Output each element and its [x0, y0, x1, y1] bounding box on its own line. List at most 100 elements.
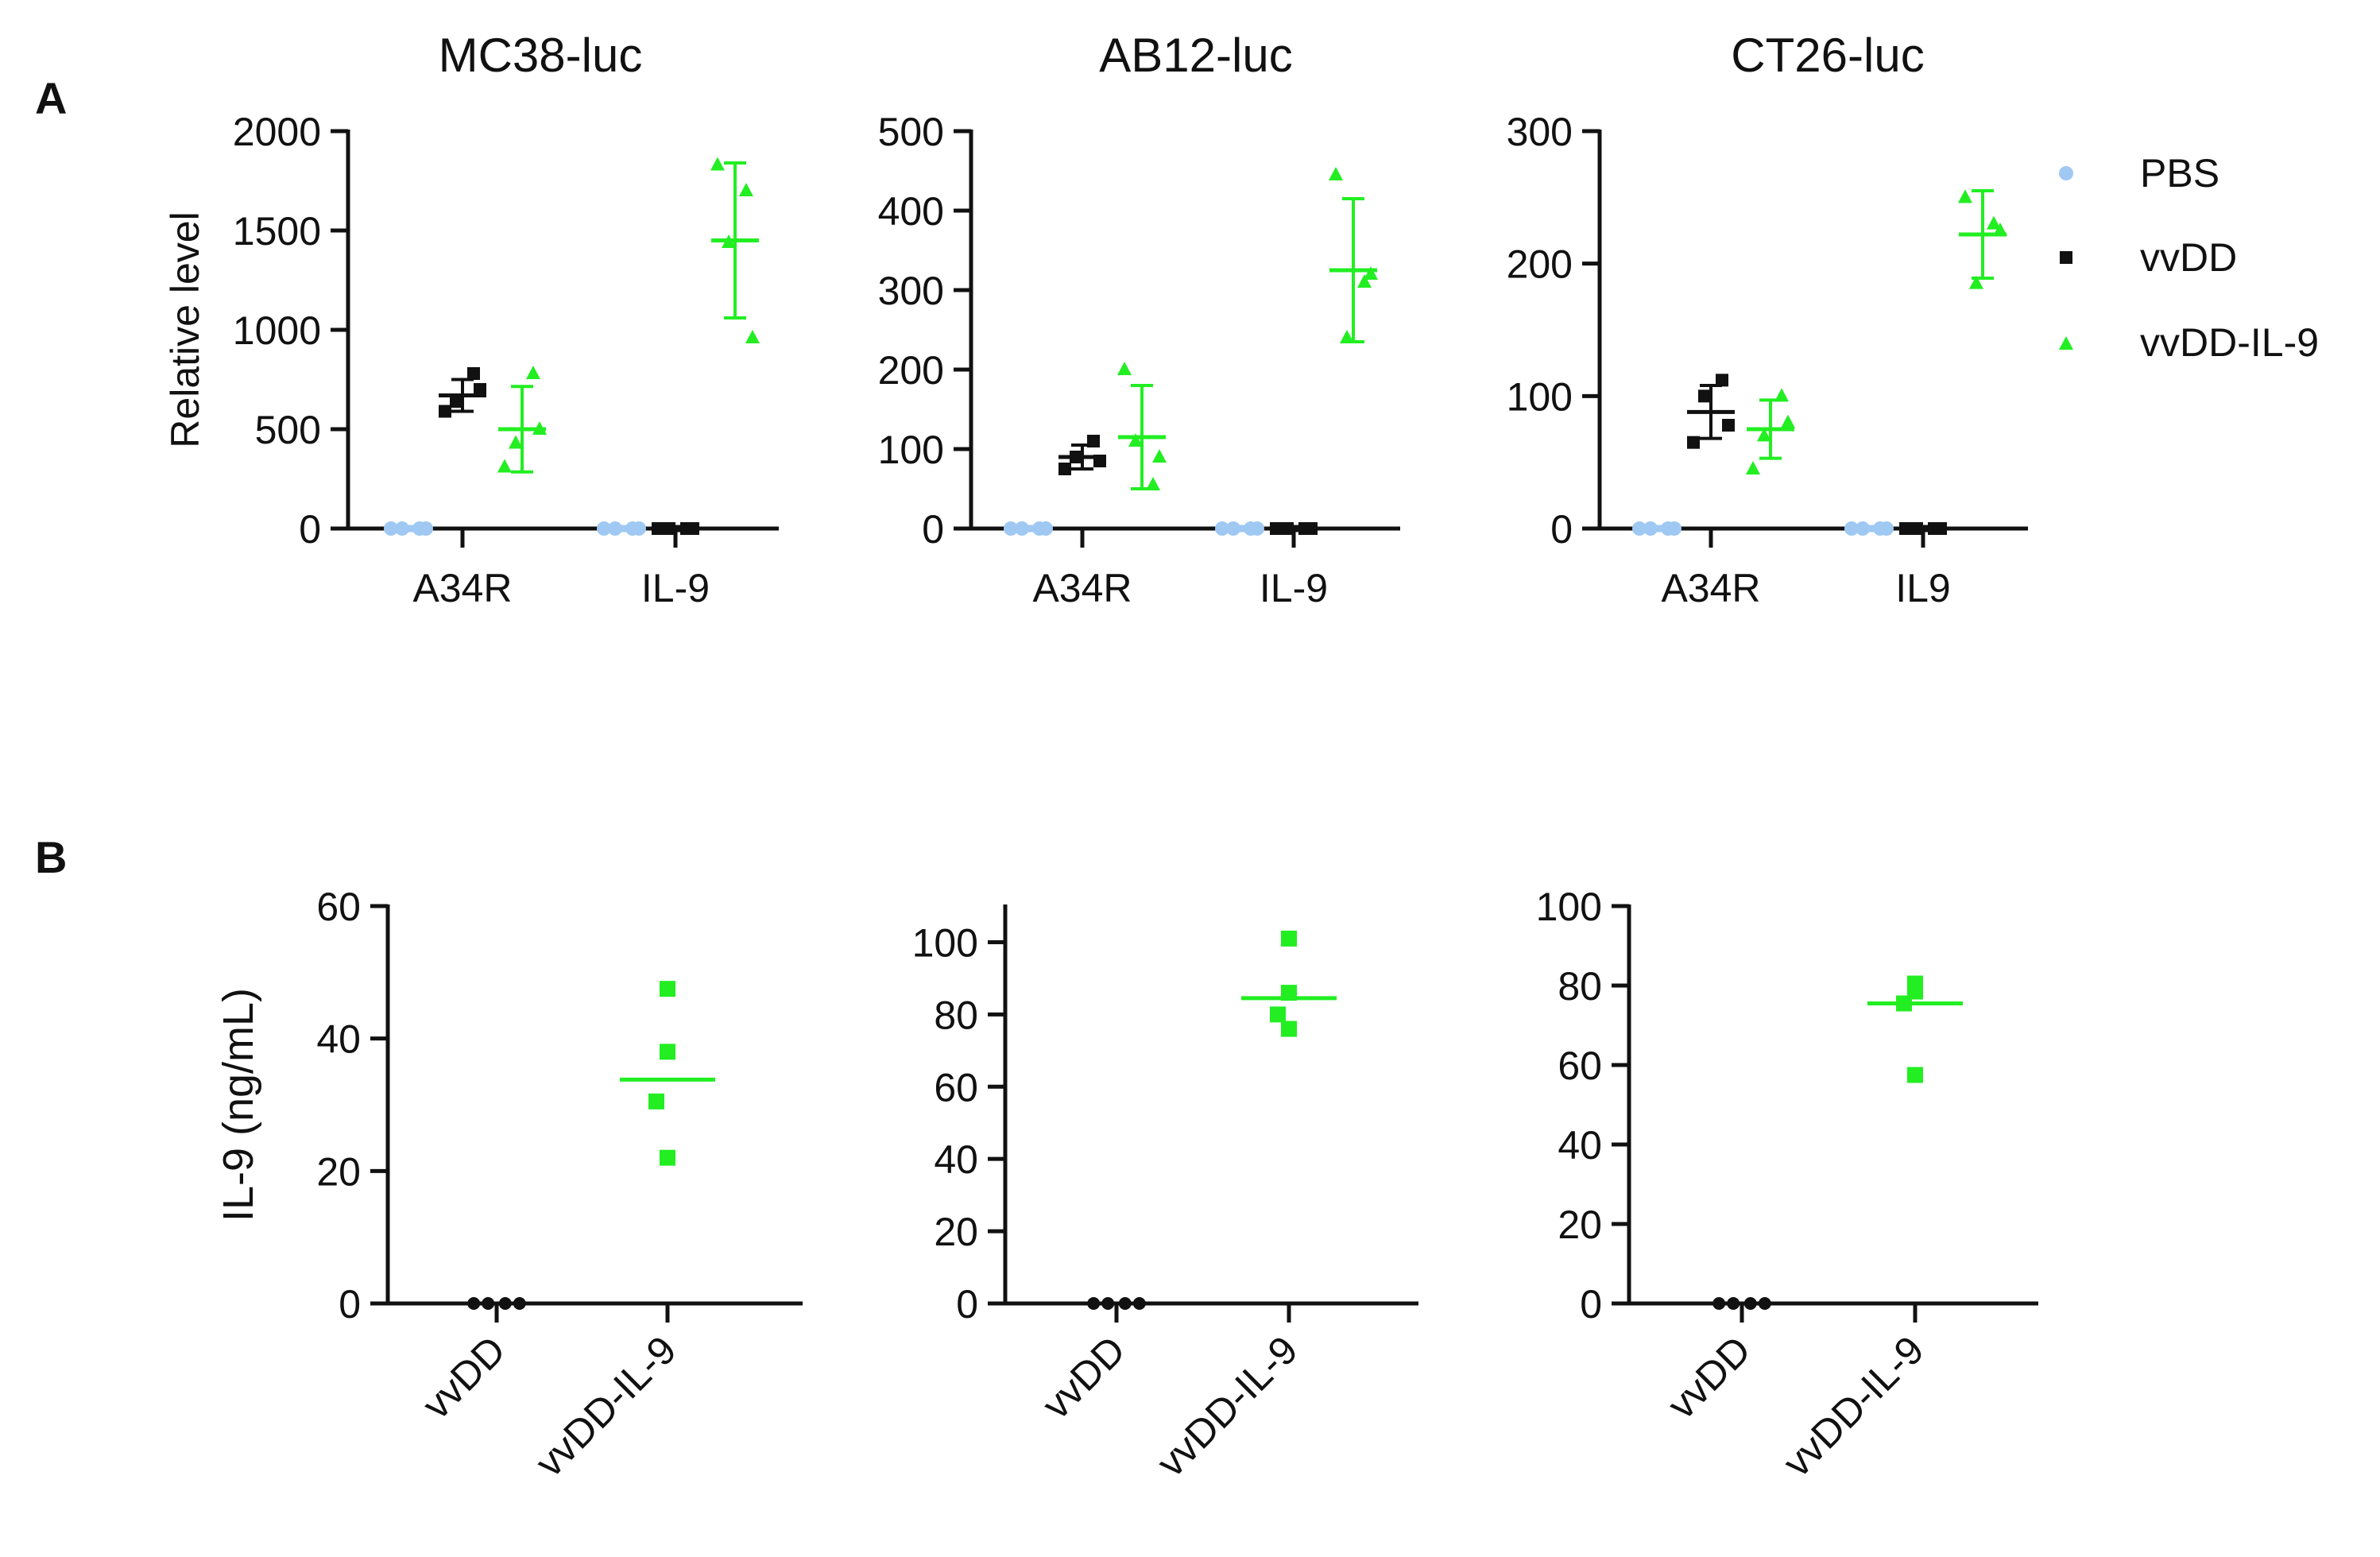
y-axis-label: Relative level [163, 211, 207, 447]
data-point-vvdd-il-9 [1757, 428, 1771, 442]
y-tick-label: 200 [1507, 242, 1573, 287]
y-tick-label: 40 [934, 1137, 978, 1182]
y-tick-label: 40 [1558, 1123, 1602, 1168]
legend-label-pbs: PBS [2140, 151, 2219, 196]
data-point-vvdd-il-9 [660, 981, 675, 997]
data-point-vvdd [1132, 1297, 1146, 1310]
legend-marker-vvdd-il-9 [2059, 336, 2073, 350]
y-tick-label: 2000 [233, 110, 321, 154]
data-point-vvdd [1712, 1297, 1726, 1310]
data-point-vvdd [439, 405, 451, 418]
data-point-vvdd-il-9 [1746, 461, 1760, 474]
data-point-vvdd-il-9 [710, 157, 725, 171]
legend-item-vvdd: vvDD [2060, 235, 2237, 280]
y-tick-label: 0 [299, 507, 321, 552]
chart-b-1: IL-9 (ng/mL) 0 20 40 60 vvDD vvDD-IL-9 [215, 885, 803, 1485]
chart-b-2: 0 20 40 60 80 100 vvDD vvDD-IL-9 [912, 904, 1418, 1485]
data-point-vvdd-il-9 [1364, 266, 1378, 280]
data-point-vvdd-il-9 [526, 366, 540, 379]
legend-marker-pbs [2059, 166, 2073, 180]
chart-a-ct26: CT26-luc 0 100 200 300 A34R IL9 [1507, 29, 2028, 610]
data-point-vvdd [482, 1297, 495, 1310]
y-tick-label: 100 [1536, 885, 1602, 929]
data-point-vvdd-il-9 [1907, 1067, 1923, 1083]
x-tick-label: vvDD [1034, 1327, 1134, 1427]
data-point-vvdd-il-9 [1128, 433, 1143, 447]
data-point-vvdd-il-9 [1340, 330, 1354, 343]
data-point-vvdd-il-9 [1958, 189, 1972, 203]
x-tick-label: vvDD [1659, 1327, 1759, 1427]
y-tick-label: 100 [878, 428, 944, 472]
y-tick-label: 1000 [233, 308, 321, 353]
x-tick-label: IL-9 [641, 566, 710, 610]
y-tick-label: 400 [878, 189, 944, 234]
chart-title: MC38-luc [439, 29, 643, 82]
x-tick-label: vvDD-IL-9 [1774, 1327, 1933, 1485]
data-point-vvdd [1118, 1297, 1132, 1310]
legend-marker-vvdd [2060, 251, 2072, 264]
data-point-vvdd [1687, 436, 1700, 449]
legend: PBS vvDD vvDD-IL-9 [2059, 151, 2319, 365]
y-tick-label: 20 [934, 1210, 978, 1254]
chart-a-ab12: AB12-luc 0 100 200 300 400 500 A34R IL-9 [878, 29, 1400, 610]
data-point-vvdd [1716, 374, 1728, 387]
data-point-vvdd-il-9 [1969, 275, 1983, 289]
y-tick-label: 300 [878, 269, 944, 313]
data-point-vvdd [1758, 1297, 1771, 1310]
data-point-vvdd [1722, 419, 1735, 432]
data-point-vvdd-il-9 [1357, 274, 1372, 288]
data-point-vvdd-il-9 [1329, 167, 1343, 180]
data-point-vvdd-il-9 [1781, 414, 1795, 428]
data-point-vvdd [467, 367, 480, 380]
data-point-vvdd [474, 383, 486, 396]
x-tick-label: IL9 [1895, 566, 1951, 610]
data-point-vvdd [1727, 1297, 1740, 1310]
chart-title: CT26-luc [1731, 29, 1924, 82]
x-tick-label: vvDD [414, 1327, 514, 1427]
data-point-vvdd [498, 1297, 512, 1310]
data-point-vvdd-il-9 [1270, 1006, 1286, 1023]
x-tick-label: A34R [1032, 566, 1132, 610]
y-tick-label: 0 [1580, 1282, 1602, 1327]
data-point-vvdd [1058, 463, 1071, 475]
y-tick-label: 80 [1558, 964, 1602, 1009]
panel-label-b: B [35, 832, 67, 882]
y-tick-label: 100 [912, 920, 978, 965]
data-point-vvdd-il-9 [1281, 930, 1297, 947]
y-tick-label: 0 [956, 1282, 978, 1327]
y-tick-label: 40 [316, 1017, 361, 1062]
legend-item-pbs: PBS [2059, 151, 2219, 196]
chart-a-mc38: MC38-luc Relative level 0 500 1000 1500 2000 A3… [163, 29, 779, 610]
y-tick-label: 0 [339, 1282, 361, 1327]
y-tick-label: 1500 [233, 209, 321, 254]
x-tick-label: A34R [412, 566, 512, 610]
panel-label-a: A [35, 73, 67, 123]
y-tick-label: 0 [922, 507, 944, 552]
legend-label-vvdd: vvDD [2140, 235, 2237, 280]
data-point-vvdd-il-9 [1987, 215, 2001, 230]
data-point-vvdd-il-9 [509, 435, 523, 449]
y-tick-label: 60 [1558, 1044, 1602, 1088]
x-tick-label: IL-9 [1260, 566, 1328, 610]
data-point-vvdd-il-9 [1117, 362, 1132, 375]
data-point-vvdd-il-9 [1774, 388, 1789, 402]
y-axis-label: IL-9 (ng/mL) [215, 988, 262, 1222]
y-tick-label: 60 [316, 885, 361, 929]
y-tick-label: 100 [1507, 374, 1573, 419]
y-tick-label: 500 [878, 110, 944, 154]
x-tick-label: A34R [1661, 566, 1760, 610]
data-point-vvdd [450, 395, 462, 408]
y-tick-label: 500 [255, 408, 321, 452]
y-tick-label: 0 [1550, 507, 1573, 552]
data-point-vvdd [1101, 1297, 1115, 1310]
data-point-vvdd-il-9 [1152, 449, 1167, 463]
x-tick-label: vvDD-IL-9 [1148, 1327, 1306, 1485]
data-point-vvdd [1743, 1297, 1757, 1310]
y-tick-label: 20 [316, 1149, 361, 1194]
y-tick-label: 200 [878, 348, 944, 393]
data-point-vvdd-il-9 [1146, 477, 1160, 490]
legend-label-vvdd-il-9: vvDD-IL-9 [2140, 320, 2319, 365]
data-point-vvdd [513, 1297, 526, 1310]
y-tick-label: 60 [934, 1065, 978, 1110]
